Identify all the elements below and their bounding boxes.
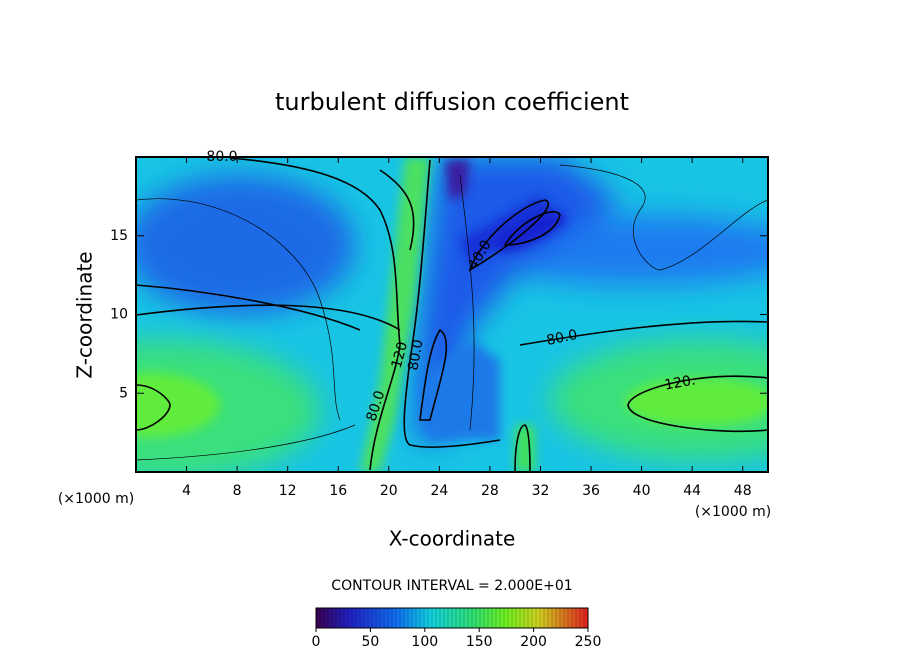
colorbar [315, 607, 589, 629]
colorbar-fill [315, 607, 589, 629]
x-tick-label: 20 [380, 483, 398, 499]
colorbar-tick-label: 100 [411, 634, 438, 650]
contour-field [136, 157, 768, 472]
x-tick-label: 8 [233, 483, 242, 499]
x-tick-label: 36 [582, 483, 600, 499]
x-tick-label: 28 [481, 483, 499, 499]
colorbar-tick-label: 200 [520, 634, 547, 650]
contour-label: 80.0 [206, 149, 237, 165]
x-axis-title: X-coordinate [389, 527, 516, 551]
colorbar-tick-label: 250 [575, 634, 602, 650]
x-tick-label: 40 [633, 483, 651, 499]
x-unit-label: (×1000 m) [695, 504, 771, 520]
chart-title: turbulent diffusion coefficient [275, 88, 629, 116]
contour-label: 120. [663, 372, 696, 393]
contour-label: 80.0 [545, 327, 579, 349]
colorbar-tick-label: 0 [312, 634, 321, 650]
x-tick-label: 24 [430, 483, 448, 499]
x-tick-label: 48 [734, 483, 752, 499]
y-axis-title: Z-coordinate [73, 251, 97, 378]
y-tick-label: 15 [110, 228, 128, 244]
x-tick-label: 44 [683, 483, 701, 499]
x-tick-label: 4 [182, 483, 191, 499]
x-tick-label: 12 [279, 483, 297, 499]
x-tick-label: 16 [329, 483, 347, 499]
x-unit-label: (×1000 m) [58, 491, 134, 507]
colorbar-tick-label: 150 [466, 634, 493, 650]
contour-label: 80.0 [405, 338, 426, 371]
x-tick-label: 32 [532, 483, 550, 499]
contour-interval: CONTOUR INTERVAL = 2.000E+01 [331, 578, 572, 594]
y-tick-label: 5 [119, 385, 128, 401]
y-tick-label: 10 [110, 307, 128, 323]
colorbar-tick-label: 50 [361, 634, 379, 650]
contour-label: 120 [389, 340, 411, 370]
